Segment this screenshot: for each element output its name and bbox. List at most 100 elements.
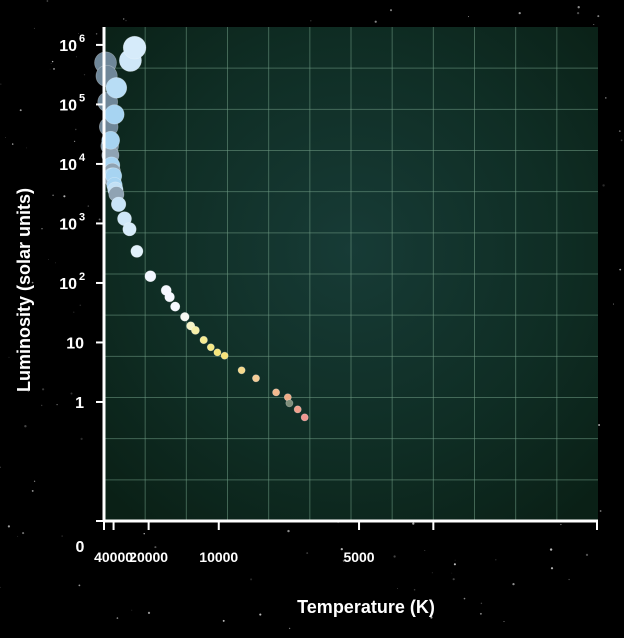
- background-star: [397, 587, 398, 589]
- background-star: [576, 11, 580, 15]
- background-star: [78, 584, 81, 587]
- background-star: [479, 612, 482, 615]
- background-star: [33, 27, 35, 29]
- background-star: [8, 356, 10, 358]
- background-star: [116, 617, 119, 619]
- y-tick-label: 10: [59, 97, 77, 114]
- background-star: [75, 56, 77, 58]
- star-point: [237, 366, 246, 375]
- background-star: [80, 437, 83, 440]
- zero-label: 0: [76, 539, 85, 556]
- background-star: [597, 15, 600, 18]
- star-point: [199, 335, 208, 345]
- background-star: [393, 555, 396, 558]
- background-star: [503, 621, 505, 623]
- background-star: [599, 510, 602, 512]
- background-star: [550, 567, 554, 570]
- background-star: [568, 578, 570, 581]
- background-star: [495, 559, 497, 561]
- y-tick-label: 10: [59, 157, 77, 174]
- y-tick-label: 10: [59, 276, 77, 293]
- background-star: [430, 616, 433, 619]
- background-star: [342, 559, 345, 562]
- background-star: [577, 6, 580, 9]
- axes: [102, 27, 598, 523]
- background-star: [75, 128, 77, 131]
- star-point: [170, 301, 181, 312]
- background-star: [259, 613, 262, 616]
- background-star: [287, 529, 290, 533]
- background-star: [7, 525, 11, 528]
- y-tick-exponent: 4: [79, 152, 86, 164]
- background-star: [374, 20, 377, 23]
- y-axis-title: Luminosity (solar units): [14, 188, 34, 392]
- background-star: [55, 262, 56, 264]
- background-star: [17, 535, 19, 537]
- y-tick-label: 10: [59, 216, 77, 233]
- star-point: [180, 312, 190, 322]
- background-star: [49, 68, 51, 70]
- background-star: [0, 586, 1, 588]
- star-point: [122, 35, 147, 60]
- background-star: [480, 602, 483, 605]
- background-star: [122, 18, 125, 20]
- y-tick-exponent: 3: [79, 211, 85, 223]
- background-star: [53, 67, 55, 70]
- background-star: [26, 147, 28, 149]
- background-star: [549, 548, 553, 551]
- background-star: [22, 532, 25, 535]
- background-star: [41, 227, 43, 230]
- y-tick-exponent: 2: [79, 271, 85, 283]
- background-star: [340, 547, 343, 551]
- x-tick-label: 10000: [199, 549, 238, 565]
- background-star: [87, 205, 90, 207]
- background-star: [467, 16, 470, 18]
- background-star: [11, 143, 14, 145]
- star-point: [300, 413, 309, 422]
- x-tick-label: 40000: [94, 549, 133, 565]
- data-points: [94, 35, 309, 422]
- background-star: [452, 578, 455, 581]
- star-point: [104, 104, 125, 125]
- star-point: [190, 325, 200, 335]
- background-star: [147, 611, 151, 615]
- background-star: [0, 83, 2, 85]
- background-star: [618, 130, 621, 132]
- x-tick-label: 20000: [129, 549, 168, 565]
- background-star: [412, 522, 415, 525]
- background-star: [512, 582, 515, 586]
- star-point: [101, 131, 120, 150]
- background-star: [585, 553, 589, 557]
- background-star: [0, 466, 1, 468]
- star-point: [272, 388, 280, 397]
- background-star: [250, 578, 253, 581]
- background-star: [598, 424, 601, 426]
- star-point: [285, 399, 294, 408]
- y-tick-label: 10: [66, 335, 84, 352]
- star-point: [144, 270, 157, 283]
- background-star: [143, 533, 145, 535]
- background-star: [131, 609, 133, 611]
- background-star: [310, 20, 312, 22]
- background-star: [125, 20, 127, 22]
- background-star: [73, 311, 75, 313]
- background-star: [95, 33, 98, 35]
- y-tick-exponent: 6: [79, 33, 85, 45]
- background-star: [70, 392, 73, 395]
- background-star: [24, 425, 27, 428]
- y-tick-exponent: 5: [79, 92, 85, 104]
- star-point: [293, 405, 302, 414]
- background-star: [61, 535, 63, 537]
- background-star: [362, 606, 364, 608]
- background-star: [70, 108, 72, 110]
- background-star: [50, 63, 52, 64]
- background-star: [424, 550, 426, 551]
- background-star: [48, 259, 49, 260]
- background-star: [413, 588, 416, 591]
- background-star: [593, 24, 595, 26]
- background-star: [27, 390, 29, 392]
- background-star: [46, 0, 49, 2]
- background-star: [31, 281, 34, 284]
- star-point: [164, 291, 175, 303]
